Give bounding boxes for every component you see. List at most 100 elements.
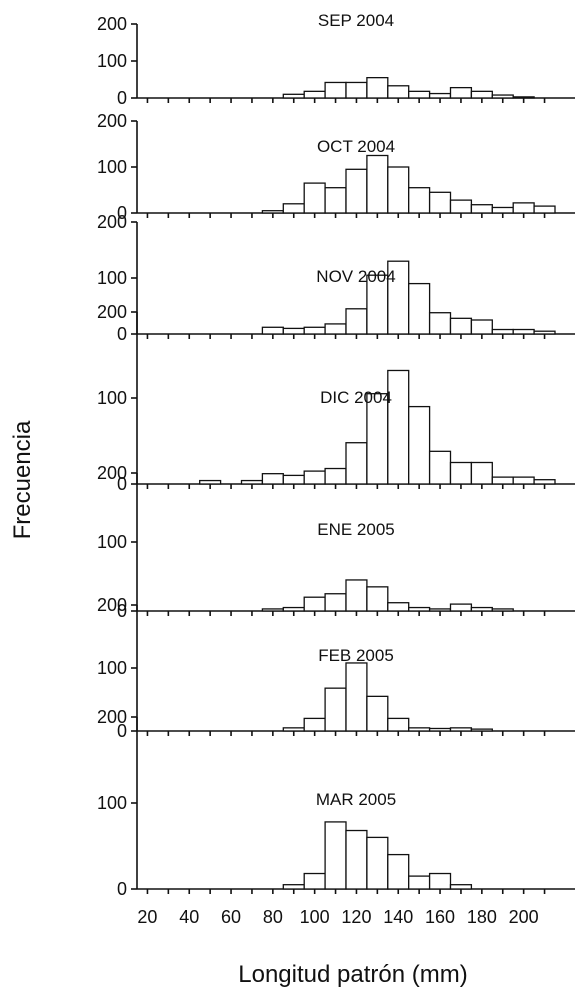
y-tick-label: 0 [117, 879, 127, 899]
histogram-bar [345, 579, 368, 612]
x-tick-label: 140 [383, 907, 413, 927]
histogram-bar [366, 393, 389, 485]
histogram-bar [449, 603, 473, 612]
y-tick-label: 100 [97, 268, 127, 288]
histogram-bar [324, 593, 347, 612]
histogram-bar [324, 81, 347, 99]
y-tick-label: 0 [117, 601, 127, 621]
histogram-bar [303, 90, 326, 99]
histogram-bar [282, 93, 305, 99]
y-tick-label: 100 [97, 658, 127, 678]
panel-title: OCT 2004 [317, 137, 395, 156]
histogram-panel: 0 100 200 SEP 2004 [97, 11, 575, 108]
x-axis-ticks: 20 40 60 80 100 120 140 160 180 200 [137, 907, 538, 927]
histogram-bar [345, 662, 368, 732]
y-tick-label: 200 [97, 302, 127, 322]
histogram-bar [491, 608, 514, 612]
histogram-bar [303, 596, 326, 612]
histogram-bar [470, 90, 493, 99]
x-tick-label: 40 [179, 907, 199, 927]
histogram-bar [470, 461, 493, 485]
histogram-bar [240, 479, 264, 485]
histogram-bar [408, 405, 431, 485]
y-tick-label: 100 [97, 51, 127, 71]
histogram-bar [408, 282, 431, 335]
histogram-bar [366, 586, 389, 612]
y-tick-label: 100 [97, 157, 127, 177]
histogram-bar [449, 317, 473, 335]
histogram-bar [366, 77, 389, 99]
histogram-bar [366, 154, 389, 214]
histogram-bar [428, 450, 452, 485]
histogram-bar [366, 695, 389, 732]
histogram-bar [345, 829, 368, 890]
histogram-bar [491, 94, 514, 99]
histogram-bar [261, 608, 284, 612]
x-tick-label: 120 [341, 907, 371, 927]
histogram-bar [282, 606, 305, 612]
x-tick-label: 100 [300, 907, 330, 927]
y-tick-label: 0 [117, 474, 127, 494]
panel-title: DIC 2004 [320, 388, 392, 407]
histogram-bar [366, 836, 389, 890]
histogram-bar [324, 467, 347, 485]
histogram-panel: 0 100 200 DIC 2004 [97, 302, 575, 494]
histogram-bar [533, 205, 556, 214]
y-tick-label: 200 [97, 463, 127, 483]
histogram-bar [387, 853, 410, 890]
histogram-bar [345, 442, 368, 485]
histogram-bar [199, 479, 222, 485]
y-axis-label: Frecuencia [9, 420, 36, 539]
histogram-bar [282, 727, 305, 732]
histogram-bar [449, 199, 473, 214]
y-tick-label: 100 [97, 532, 127, 552]
histogram-bar [303, 717, 326, 732]
histogram-bar [449, 86, 473, 99]
y-tick-label: 100 [97, 388, 127, 408]
histogram-bar [449, 727, 473, 732]
histogram-panel: 0 100 200 OCT 2004 [97, 111, 575, 223]
panel-title: FEB 2005 [318, 646, 394, 665]
histogram-bar [261, 210, 284, 214]
histogram-bar [303, 470, 326, 485]
y-tick-label: 0 [117, 88, 127, 108]
histogram-bar [408, 187, 431, 214]
panel-title: SEP 2004 [318, 11, 394, 30]
histogram-bar [428, 191, 452, 214]
histogram-bar [512, 202, 535, 214]
histogram-bar [324, 821, 347, 890]
histogram-bar [408, 90, 431, 99]
histogram-bar [428, 92, 452, 99]
histogram-bar [387, 85, 410, 99]
histogram-bar [533, 330, 556, 335]
histogram-bar [491, 206, 514, 214]
histogram-bar [324, 687, 347, 732]
x-tick-label: 60 [221, 907, 241, 927]
histogram-bar [324, 187, 347, 214]
histogram-bar [449, 461, 473, 485]
x-axis-label: Longitud patrón (mm) [238, 961, 467, 988]
histogram-panels: 0 100 200 SEP 2004 0 100 200 OCT 2004 0 100 200 NOV… [97, 11, 575, 899]
panel-title: MAR 2005 [316, 790, 396, 809]
x-tick-label: 180 [467, 907, 497, 927]
histogram-bar [261, 326, 284, 335]
y-tick-label: 200 [97, 595, 127, 615]
x-tick-label: 200 [509, 907, 539, 927]
histogram-panel: 0 100 200 ENE 2005 [97, 463, 575, 621]
histogram-bar [533, 479, 556, 485]
y-tick-label: 0 [117, 203, 127, 223]
histogram-bar [470, 319, 493, 335]
histogram-bar [345, 168, 368, 214]
y-tick-label: 100 [97, 793, 127, 813]
histogram-bar [387, 166, 410, 214]
histogram-bar [512, 328, 535, 335]
histogram-bar [408, 727, 431, 732]
histogram-bar [282, 884, 305, 890]
histogram-panel: 0 100 200 NOV 2004 [97, 212, 575, 344]
histogram-bar [470, 606, 493, 612]
histogram-bar [282, 203, 305, 214]
histogram-bar [345, 308, 368, 335]
histogram-bar [387, 602, 410, 612]
